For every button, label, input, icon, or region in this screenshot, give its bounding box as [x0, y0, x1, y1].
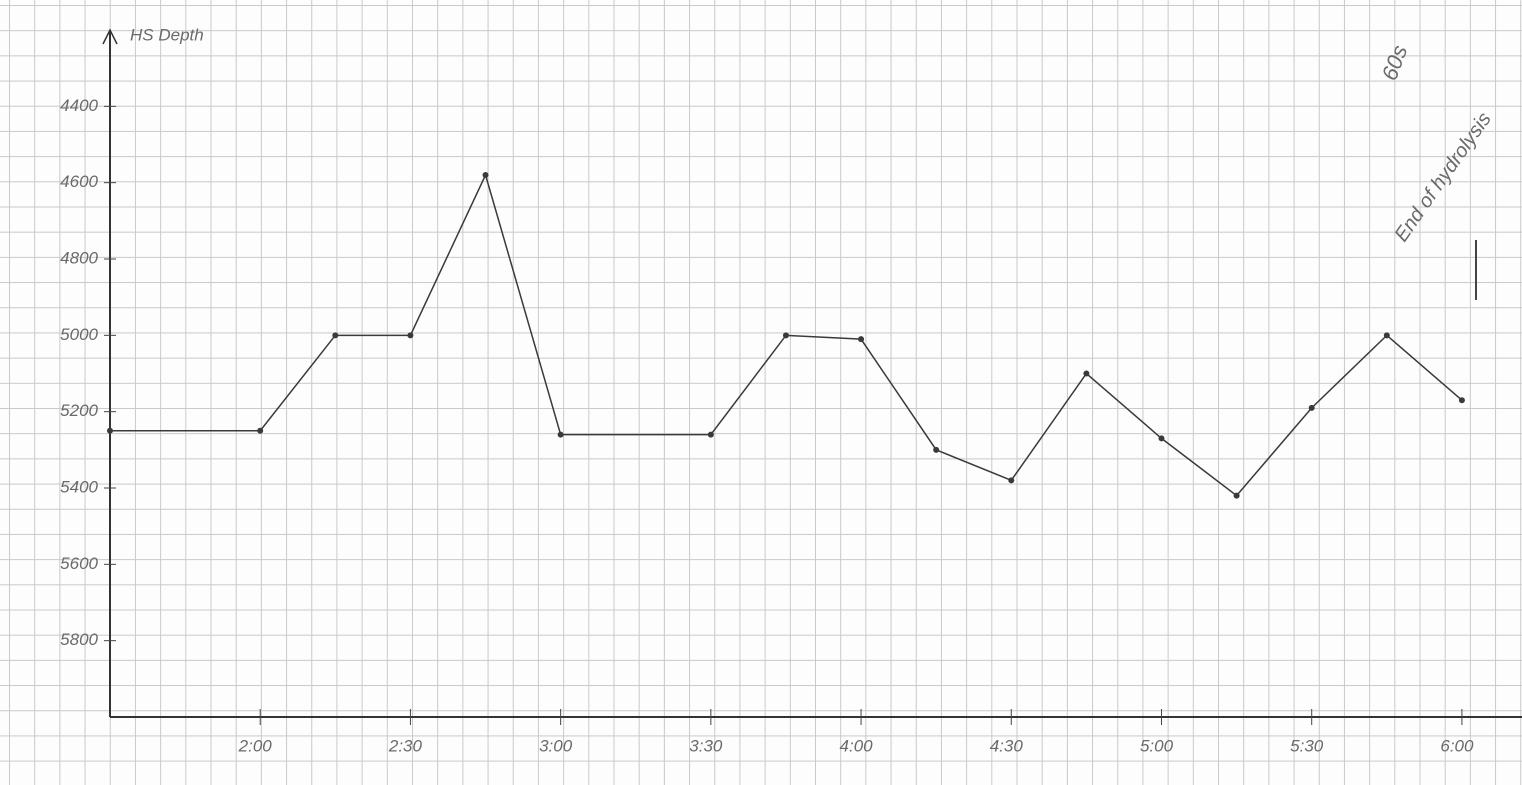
data-point — [257, 427, 264, 434]
data-point — [107, 427, 113, 434]
y-tick-label: 4800 — [60, 248, 98, 267]
x-tick-label: 3:30 — [689, 736, 723, 755]
data-point — [332, 332, 339, 339]
data-point — [782, 332, 789, 339]
data-point — [557, 431, 564, 438]
data-point — [1158, 435, 1165, 442]
y-tick-label: 5000 — [60, 325, 98, 344]
x-tick-label: 2:30 — [388, 736, 423, 755]
data-point — [707, 431, 714, 438]
annotation: 60s — [1377, 42, 1413, 84]
data-point — [1383, 332, 1390, 339]
x-tick-label: 6:00 — [1440, 736, 1474, 755]
data-point — [1308, 404, 1315, 411]
annotation: End of hydrolysis — [1390, 109, 1495, 246]
y-tick-label: 5200 — [60, 401, 98, 420]
data-point — [933, 446, 940, 453]
axis-arrow — [102, 28, 118, 45]
x-tick-label: 3:00 — [539, 736, 573, 755]
x-tick-label: 5:00 — [1140, 736, 1174, 755]
x-tick-label: 4:00 — [840, 736, 874, 755]
x-tick-label: 5:30 — [1290, 736, 1324, 755]
y-tick-label: 5600 — [60, 554, 98, 573]
x-tick-label: 2:00 — [238, 736, 273, 755]
y-tick-label: 5400 — [60, 477, 98, 496]
data-point — [482, 172, 489, 179]
data-point — [858, 336, 865, 343]
y-axis-label: HS Depth — [130, 25, 204, 44]
data-point — [1458, 397, 1465, 404]
data-point — [407, 332, 414, 339]
data-point — [1233, 492, 1240, 499]
x-tick-label: 4:30 — [990, 736, 1024, 755]
y-tick-label: 4400 — [60, 96, 98, 115]
y-tick-label: 4600 — [60, 172, 98, 191]
data-point — [1083, 370, 1090, 377]
y-tick-label: 5800 — [60, 630, 98, 649]
data-point — [1008, 477, 1015, 484]
